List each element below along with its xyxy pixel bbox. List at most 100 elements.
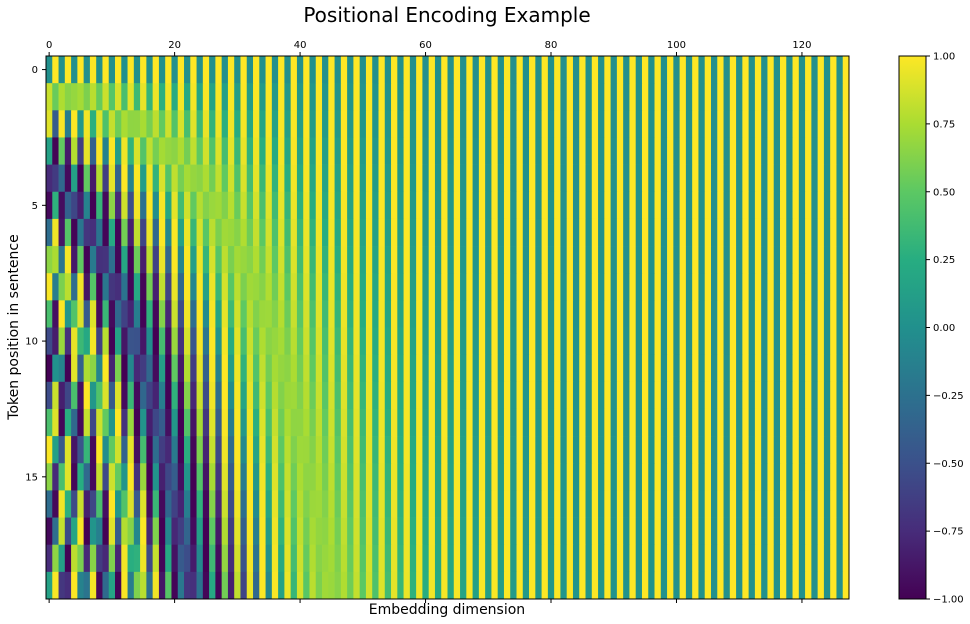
- heatmap-cell: [585, 381, 593, 410]
- heatmap-cell: [560, 137, 568, 165]
- heatmap-cell: [83, 354, 91, 383]
- heatmap-cell: [146, 381, 153, 410]
- heatmap-cell: [460, 191, 467, 220]
- heatmap-cell: [441, 191, 448, 220]
- heatmap-cell: [171, 137, 179, 165]
- heatmap-cell: [146, 327, 153, 355]
- heatmap-cell: [547, 110, 555, 138]
- heatmap-cell: [77, 273, 84, 301]
- heatmap-cell: [585, 110, 593, 138]
- heatmap-cell: [315, 327, 323, 355]
- heatmap-cell: [466, 381, 473, 410]
- heatmap-cell: [773, 83, 781, 111]
- heatmap-cell: [805, 408, 812, 437]
- heatmap-cell: [441, 381, 448, 410]
- heatmap-cell: [127, 463, 135, 491]
- heatmap-cell: [604, 164, 611, 193]
- heatmap-cell: [648, 517, 655, 546]
- heatmap-cell: [736, 517, 743, 546]
- heatmap-cell: [271, 571, 279, 600]
- heatmap-cell: [422, 164, 430, 193]
- heatmap-cell: [767, 300, 775, 328]
- heatmap-cell: [259, 56, 266, 84]
- heatmap-cell: [246, 544, 254, 573]
- heatmap-cell: [842, 137, 850, 165]
- heatmap-cell: [315, 490, 323, 518]
- heatmap-cell: [497, 408, 505, 437]
- heatmap-cell: [811, 56, 818, 84]
- heatmap-cell: [516, 517, 524, 546]
- heatmap-cell: [158, 273, 166, 301]
- heatmap-cell: [434, 517, 442, 546]
- heatmap-cell: [77, 327, 84, 355]
- heatmap-cell: [278, 137, 285, 165]
- heatmap-cell: [767, 517, 775, 546]
- heatmap-cell: [572, 354, 580, 383]
- heatmap-cell: [115, 56, 122, 84]
- heatmap-cell: [171, 273, 179, 301]
- heatmap-cell: [209, 56, 216, 84]
- heatmap-cell: [253, 327, 260, 355]
- heatmap-cell: [805, 490, 812, 518]
- heatmap-cell: [748, 408, 756, 437]
- heatmap-cell: [660, 300, 668, 328]
- colorbar-tick-label: 0.50: [933, 187, 955, 198]
- heatmap-cell: [710, 490, 718, 518]
- heatmap-cell: [271, 300, 279, 328]
- x-tick-label: 100: [667, 40, 686, 51]
- heatmap-cell: [836, 327, 844, 355]
- heatmap-cell: [384, 83, 392, 111]
- heatmap-cell: [146, 137, 153, 165]
- heatmap-cell: [717, 137, 724, 165]
- heatmap-cell: [811, 436, 818, 464]
- heatmap-cell: [71, 490, 78, 518]
- heatmap-cell: [296, 191, 304, 220]
- heatmap-cell: [773, 408, 781, 437]
- heatmap-cell: [353, 490, 361, 518]
- heatmap-cell: [359, 164, 367, 193]
- heatmap-cell: [184, 436, 191, 464]
- heatmap-cell: [566, 273, 574, 301]
- heatmap-cell: [428, 408, 436, 437]
- heatmap-cell: [754, 490, 762, 518]
- heatmap-cell: [610, 56, 618, 84]
- heatmap-cell: [334, 56, 342, 84]
- heatmap-cell: [585, 463, 593, 491]
- heatmap-cell: [529, 544, 536, 573]
- heatmap-cell: [598, 463, 605, 491]
- heatmap-cell: [510, 463, 517, 491]
- heatmap-cell: [685, 354, 693, 383]
- heatmap-cell: [453, 436, 461, 464]
- heatmap-cell: [685, 463, 693, 491]
- heatmap-cell: [378, 110, 386, 138]
- heatmap-cell: [353, 300, 361, 328]
- heatmap-cell: [811, 273, 818, 301]
- heatmap-cell: [510, 191, 517, 220]
- heatmap-cell: [503, 191, 511, 220]
- heatmap-cell: [347, 246, 354, 274]
- heatmap-cell: [698, 381, 706, 410]
- heatmap-cell: [836, 246, 844, 274]
- heatmap-cell: [365, 490, 373, 518]
- heatmap-cell: [616, 164, 624, 193]
- heatmap-cell: [108, 544, 116, 573]
- heatmap-cell: [271, 191, 279, 220]
- heatmap-cell: [522, 381, 530, 410]
- heatmap-cell: [679, 273, 687, 301]
- heatmap-cell: [660, 436, 668, 464]
- heatmap-cell: [108, 246, 116, 274]
- heatmap-cell: [303, 354, 310, 383]
- heatmap-cell: [742, 517, 749, 546]
- heatmap-cell: [623, 544, 630, 573]
- heatmap-cell: [660, 544, 668, 573]
- heatmap-cell: [736, 354, 743, 383]
- heatmap-cell: [209, 246, 216, 274]
- heatmap-cell: [598, 83, 605, 111]
- heatmap-cell: [547, 436, 555, 464]
- heatmap-cell: [761, 463, 768, 491]
- heatmap-cell: [133, 381, 141, 410]
- heatmap-cell: [108, 191, 116, 220]
- heatmap-cell: [284, 544, 292, 573]
- heatmap-cell: [704, 83, 712, 111]
- heatmap-cell: [635, 490, 643, 518]
